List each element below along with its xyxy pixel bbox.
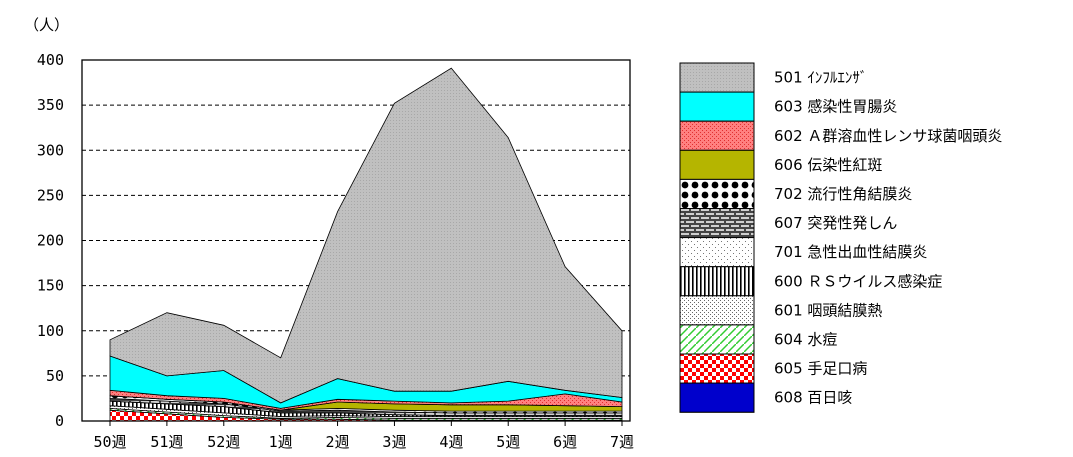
area-series-501 <box>109 67 623 404</box>
x-tick-label: 1週 <box>269 433 293 451</box>
x-tick-label: 4週 <box>439 433 463 451</box>
legend-swatch-602 <box>679 120 755 151</box>
legend-swatch-608 <box>679 382 755 413</box>
legend-swatch-601 <box>679 295 755 326</box>
y-tick-label: 400 <box>37 51 64 69</box>
legend-swatch-606 <box>679 149 755 180</box>
legend-swatch-605 <box>679 353 755 384</box>
plot-area-frame <box>81 59 631 422</box>
x-tick-label: 52週 <box>207 433 240 451</box>
y-tick-label: 150 <box>37 277 64 295</box>
legend-label-605: 605 手足口病 <box>774 360 867 378</box>
legend-label-603: 603 感染性胃腸炎 <box>774 98 897 116</box>
legend-swatch-501 <box>679 62 755 93</box>
legend-label-701: 701 急性出血性結膜炎 <box>774 243 927 261</box>
y-tick-label: 250 <box>37 186 64 204</box>
legend-label-608: 608 百日咳 <box>774 389 852 407</box>
y-tick-label: 350 <box>37 96 64 114</box>
tick-labels: 0 50 100 150 200 250 300 350 400 50週 51週 52週 1週 2週 3週 4… <box>37 51 634 451</box>
area-series-group <box>109 67 623 422</box>
legend-label-606: 606 伝染性紅斑 <box>774 156 882 174</box>
y-tick-label: 50 <box>46 367 64 385</box>
y-tick-label: 300 <box>37 141 64 159</box>
legend: 501 ｲﾝﾌﾙｴﾝｻﾞ 603 感染性胃腸炎 602 Ａ群溶血性レンサ球菌咽頭炎 6… <box>679 62 1002 413</box>
y-axis-unit-label: （人） <box>24 16 69 34</box>
y-tick-label: 0 <box>55 412 64 430</box>
legend-label-601: 601 咽頭結膜熱 <box>774 301 882 319</box>
y-tick-label: 200 <box>37 232 64 250</box>
legend-swatch-607 <box>679 208 755 239</box>
x-tick-label: 2週 <box>326 433 350 451</box>
legend-label-604: 604 水痘 <box>774 330 837 348</box>
legend-swatch-604 <box>679 324 755 355</box>
x-tick-label: 7週 <box>610 433 634 451</box>
legend-label-607: 607 突発性発しん <box>774 214 897 232</box>
legend-label-702: 702 流行性角結膜炎 <box>774 185 912 203</box>
legend-label-600: 600 ＲＳウイルス感染症 <box>774 272 942 290</box>
x-tick-label: 51週 <box>150 433 183 451</box>
x-tick-label: 6週 <box>553 433 577 451</box>
legend-swatch-600 <box>679 266 755 297</box>
y-tick-label: 100 <box>37 322 64 340</box>
legend-swatch-702 <box>679 178 755 209</box>
legend-label-602: 602 Ａ群溶血性レンサ球菌咽頭炎 <box>774 127 1002 145</box>
legend-swatch-603 <box>679 91 755 122</box>
legend-swatch-701 <box>679 237 755 268</box>
x-tick-label: 50週 <box>93 433 126 451</box>
axes <box>81 59 631 426</box>
x-tick-label: 5週 <box>496 433 520 451</box>
x-tick-label: 3週 <box>382 433 406 451</box>
legend-label-501: 501 ｲﾝﾌﾙｴﾝｻﾞ <box>774 69 867 87</box>
